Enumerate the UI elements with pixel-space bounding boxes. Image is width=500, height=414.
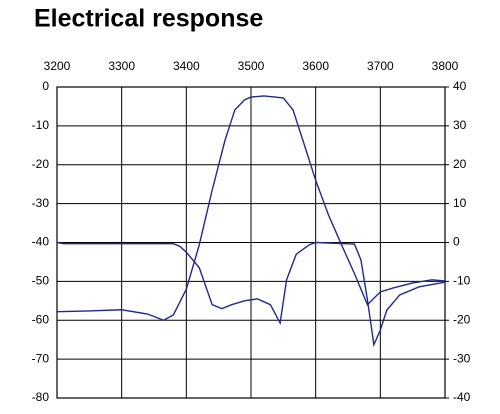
y2-tick-label: -20 bbox=[453, 312, 471, 326]
y2-tick-label: -40 bbox=[453, 390, 471, 404]
y-tick-label: -60 bbox=[32, 312, 50, 326]
y2-tick-label: 10 bbox=[453, 196, 467, 210]
y-tick-label: -30 bbox=[32, 196, 50, 210]
y-tick-label: -80 bbox=[32, 390, 50, 404]
y2-tick-label: -30 bbox=[453, 351, 471, 365]
x-tick-label: 3700 bbox=[367, 59, 394, 73]
series-line bbox=[56, 95, 446, 322]
y-tick-label: -40 bbox=[32, 235, 50, 249]
y2-tick-label: 40 bbox=[453, 79, 467, 93]
y-tick-label: -10 bbox=[32, 118, 50, 132]
chart-title: Electrical response bbox=[34, 5, 263, 33]
x-tick-label: 3500 bbox=[238, 59, 265, 73]
x-tick-label: 3800 bbox=[432, 59, 459, 73]
x-tick-label: 3400 bbox=[173, 59, 200, 73]
x-tick-label: 3300 bbox=[108, 59, 135, 73]
series-line bbox=[56, 241, 446, 348]
y2-tick-label: -10 bbox=[453, 274, 471, 288]
y-tick-label: -50 bbox=[32, 274, 50, 288]
x-tick-label: 3600 bbox=[302, 59, 329, 73]
y-tick-label: 0 bbox=[42, 79, 49, 93]
y2-tick-label: 30 bbox=[453, 118, 467, 132]
y2-tick-label: 20 bbox=[453, 157, 467, 171]
x-tick-label: 3200 bbox=[44, 59, 71, 73]
y-tick-label: -70 bbox=[32, 351, 50, 365]
y2-tick-label: 0 bbox=[453, 235, 460, 249]
y-tick-label: -20 bbox=[32, 157, 50, 171]
